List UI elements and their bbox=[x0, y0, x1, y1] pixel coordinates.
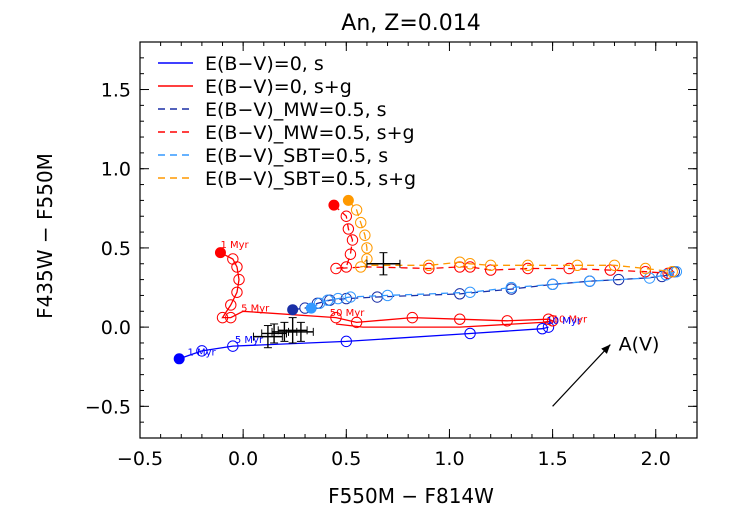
age-label: 1 Myr bbox=[220, 240, 249, 251]
x-tick-label: 2.0 bbox=[641, 448, 671, 470]
series-marker bbox=[643, 272, 656, 284]
series-marker bbox=[522, 262, 534, 275]
series-marker bbox=[666, 265, 678, 278]
series-marker bbox=[355, 216, 367, 229]
series-marker bbox=[639, 262, 652, 275]
series-marker bbox=[536, 323, 548, 335]
series-marker bbox=[330, 262, 342, 275]
series-marker bbox=[340, 335, 352, 348]
age-label: 50 Myr bbox=[330, 308, 365, 319]
series-marker bbox=[350, 316, 363, 329]
series-marker bbox=[522, 259, 534, 272]
series-marker bbox=[330, 311, 342, 324]
series-marker bbox=[342, 223, 355, 235]
series-line-3 bbox=[292, 271, 675, 311]
y-axis-label: F435W − F550M bbox=[33, 153, 57, 319]
y-tick-label: 0.0 bbox=[101, 317, 131, 339]
chart-title: An, Z=0.014 bbox=[341, 11, 480, 36]
series-line-5 bbox=[310, 271, 677, 309]
series-marker bbox=[231, 261, 243, 273]
series-marker bbox=[216, 311, 229, 324]
series-marker bbox=[464, 286, 476, 298]
series-marker bbox=[505, 281, 518, 294]
series-marker bbox=[231, 286, 243, 298]
series-marker bbox=[608, 259, 621, 272]
series-start-point bbox=[287, 304, 299, 316]
plot-frame bbox=[139, 41, 698, 439]
series-marker bbox=[501, 315, 513, 327]
series-marker bbox=[639, 265, 652, 278]
legend-label-3: E(B−V)_MW=0.5, s bbox=[205, 99, 387, 121]
x-tick-label: 0.0 bbox=[228, 448, 258, 470]
series-line-6 bbox=[347, 199, 673, 273]
y-tick-label: −0.5 bbox=[85, 396, 131, 418]
series-marker bbox=[313, 297, 326, 310]
legend-label-1: E(B−V)=0, s bbox=[205, 53, 324, 75]
series-marker bbox=[454, 313, 466, 325]
series-marker bbox=[350, 204, 363, 216]
series-marker bbox=[332, 292, 344, 305]
series-marker bbox=[464, 261, 476, 273]
series-marker bbox=[571, 259, 584, 272]
x-tick-label: 1.5 bbox=[537, 448, 567, 470]
age-label: 10 Myr bbox=[546, 316, 581, 327]
age-label: 5 Myr bbox=[235, 335, 264, 346]
y-tick-label: 1.5 bbox=[101, 80, 131, 102]
plot-area: 1 Myr 5 Myr 50 Myr 10 Myr 1 Myr 5 Myr 10 Myr A(… bbox=[173, 194, 683, 407]
legend-label-4: E(B−V)_MW=0.5, s+g bbox=[205, 122, 415, 144]
series-marker bbox=[344, 291, 357, 303]
series-marker bbox=[464, 258, 476, 270]
series-marker bbox=[225, 311, 237, 324]
series-marker bbox=[485, 259, 497, 272]
series-line-4 bbox=[333, 204, 669, 274]
series-marker bbox=[227, 340, 239, 352]
x-tick-label: 0.5 bbox=[331, 448, 361, 470]
reddening-vector-arrow bbox=[552, 344, 611, 407]
series-start-point bbox=[305, 302, 317, 314]
y-tick-label: 1.0 bbox=[101, 159, 131, 181]
series-marker bbox=[381, 289, 394, 302]
series-start-point bbox=[328, 199, 340, 211]
series-marker bbox=[225, 299, 237, 311]
series-marker bbox=[584, 275, 596, 287]
legend-label-2: E(B−V)=0, s+g bbox=[205, 76, 352, 98]
series-start-point bbox=[173, 353, 185, 365]
age-label: 5 Myr bbox=[241, 303, 270, 314]
series-marker bbox=[546, 315, 559, 327]
series-marker bbox=[563, 262, 575, 275]
series-marker bbox=[196, 345, 208, 357]
y-tick-label: 0.5 bbox=[101, 238, 131, 260]
reddening-vector-label: A(V) bbox=[619, 334, 660, 356]
series-marker bbox=[660, 269, 672, 281]
series-marker bbox=[423, 259, 435, 272]
series-marker bbox=[361, 242, 373, 254]
series-marker bbox=[546, 278, 559, 291]
x-tick-label: 1.0 bbox=[434, 448, 464, 470]
axes: −0.5 0.0 0.5 1.0 1.5 2.0 −0.5 0.0 0.5 1.0 1.5 bbox=[85, 41, 698, 470]
series-marker bbox=[233, 273, 245, 286]
series-marker bbox=[406, 311, 419, 324]
series-marker bbox=[346, 234, 359, 246]
series-marker bbox=[423, 262, 435, 275]
series-marker bbox=[464, 327, 476, 340]
legend-label-5: E(B−V)_SBT=0.5, s bbox=[205, 145, 388, 167]
age-label: 1 Myr bbox=[187, 348, 216, 359]
series-marker bbox=[344, 248, 357, 260]
series-start-point bbox=[342, 194, 354, 206]
reddening-vector-arrowhead bbox=[601, 344, 611, 354]
x-axis-label: F550M − F814W bbox=[328, 484, 494, 508]
series-marker bbox=[359, 229, 371, 241]
series-start-point bbox=[214, 247, 226, 259]
series-marker bbox=[355, 261, 367, 273]
legend: E(B−V)=0, sE(B−V)=0, s+gE(B−V)_MW=0.5, s… bbox=[158, 53, 416, 190]
series-marker bbox=[340, 210, 352, 222]
legend-label-6: E(B−V)_SBT=0.5, s+g bbox=[205, 168, 416, 190]
series-line-1 bbox=[178, 326, 549, 360]
x-tick-label: −0.5 bbox=[117, 448, 163, 470]
age-label: 10 Myr bbox=[553, 314, 588, 325]
series-marker bbox=[485, 264, 497, 276]
